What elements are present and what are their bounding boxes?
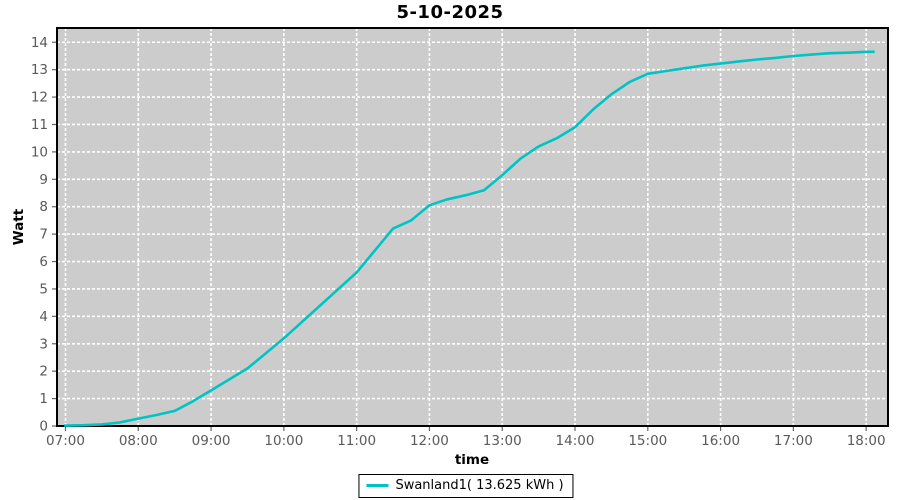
y-tick-label: 3	[39, 336, 48, 352]
y-tick-label: 13	[31, 62, 48, 78]
x-axis-label: time	[454, 452, 490, 468]
y-tick-label: 2	[39, 364, 48, 380]
x-tick-label: 08:00	[119, 433, 158, 449]
x-tick-label: 17:00	[774, 433, 813, 449]
plot-background	[57, 28, 888, 426]
y-tick-label: 12	[31, 90, 48, 106]
y-tick-label: 8	[39, 199, 48, 215]
x-tick-label: 16:00	[701, 433, 740, 449]
x-tick-label: 11:00	[337, 433, 376, 449]
plot-border	[56, 27, 889, 427]
y-tick-label: 1	[39, 391, 48, 407]
y-tick-label: 10	[31, 144, 48, 160]
y-axis-label: Watt	[11, 208, 27, 246]
x-tick-label: 18:00	[847, 433, 886, 449]
x-tick-label: 14:00	[556, 433, 595, 449]
y-tick-label: 7	[39, 227, 48, 243]
legend: Swanland1( 13.625 kWh )	[358, 474, 574, 498]
y-tick-label: 11	[31, 117, 48, 133]
series-line	[64, 50, 875, 427]
y-tick-label: 0	[39, 419, 48, 435]
legend-line-swatch	[366, 484, 389, 487]
y-tick-label: 9	[39, 172, 48, 188]
y-tick-label: 5	[39, 281, 48, 297]
y-tick-label: 6	[39, 254, 48, 270]
legend-label: Swanland1( 13.625 kWh )	[395, 478, 564, 493]
x-tick-label: 12:00	[410, 433, 449, 449]
x-tick-label: 10:00	[264, 433, 303, 449]
x-tick-label: 09:00	[192, 433, 231, 449]
chart-title: 5-10-2025	[396, 2, 504, 23]
x-tick-label: 07:00	[46, 433, 85, 449]
x-tick-label: 15:00	[628, 433, 667, 449]
y-tick-label: 4	[39, 309, 48, 325]
y-tick-label: 14	[31, 35, 48, 51]
x-tick-label: 13:00	[483, 433, 522, 449]
